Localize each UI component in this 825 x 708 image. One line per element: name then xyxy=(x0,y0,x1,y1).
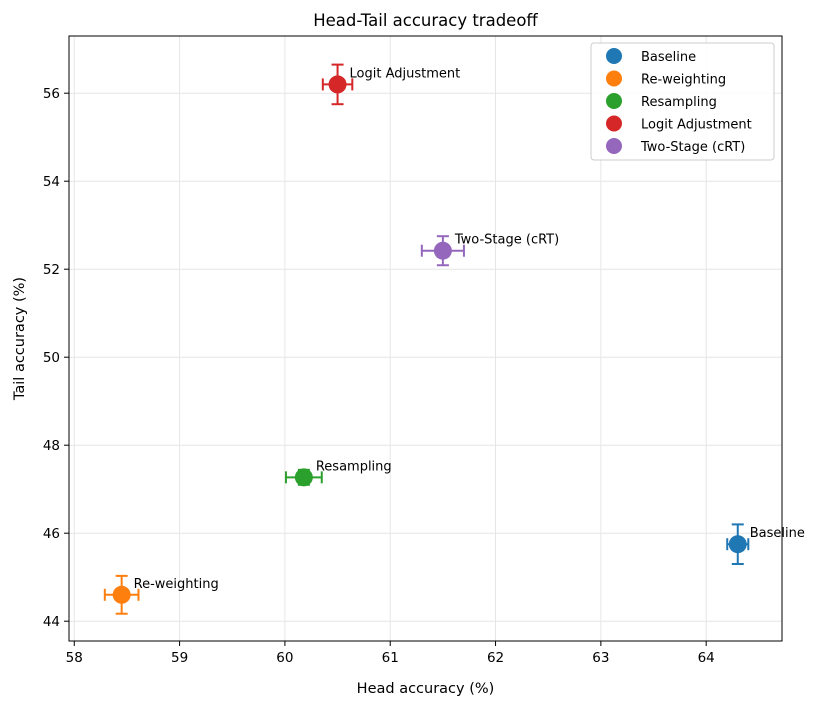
point-annotation: Two-Stage (cRT) xyxy=(454,233,559,248)
plot-frame xyxy=(68,35,783,642)
chart-title: Head-Tail accuracy tradeoff xyxy=(313,11,538,30)
x-tick-label: 58 xyxy=(66,650,83,666)
x-tick-label: 63 xyxy=(592,650,609,666)
legend-box xyxy=(590,42,775,161)
y-axis-label: Tail accuracy (%) xyxy=(12,277,28,401)
data-point xyxy=(328,75,347,94)
data-marks: Baseline Re-weighting Resampling Logit Adju… xyxy=(103,63,805,615)
legend-item: Logit Adjustment xyxy=(606,115,752,133)
y-tick-label: 48 xyxy=(43,438,60,454)
y-tick-label: 46 xyxy=(43,526,60,542)
legend-label: Re-weighting xyxy=(641,73,726,88)
data-point xyxy=(433,241,452,260)
point-annotation: Re-weighting xyxy=(134,577,219,592)
data-point xyxy=(728,535,747,554)
data-point-group: Re-weighting xyxy=(103,574,219,615)
data-point xyxy=(294,468,313,487)
legend-item: Two-Stage (cRT) xyxy=(606,138,745,155)
x-axis-label: Head accuracy (%) xyxy=(357,681,495,697)
legend-marker xyxy=(606,93,622,109)
x-tick-label: 64 xyxy=(698,650,715,666)
y-tick-label: 44 xyxy=(43,614,60,630)
legend-marker xyxy=(606,48,622,64)
legend-item: Baseline xyxy=(606,48,696,65)
data-point-group: Logit Adjustment xyxy=(321,63,461,106)
data-point-group: Baseline xyxy=(726,523,805,565)
legend-label: Logit Adjustment xyxy=(641,118,752,133)
legend-marker xyxy=(606,70,622,87)
x-tick-label: 60 xyxy=(276,650,293,666)
x-tick-label: 62 xyxy=(487,650,504,666)
legend-label: Resampling xyxy=(641,95,717,110)
legend-marker xyxy=(606,115,622,132)
data-point xyxy=(112,585,131,604)
legend-marker xyxy=(606,138,622,154)
y-tick-label: 54 xyxy=(43,174,60,190)
x-tick-label: 59 xyxy=(171,650,188,666)
legend-label: Two-Stage (cRT) xyxy=(640,140,745,155)
data-point-group: Two-Stage (cRT) xyxy=(420,233,559,267)
data-point-group: Resampling xyxy=(284,459,392,487)
legend-item: Re-weighting xyxy=(606,70,726,88)
axis-ticks: 58 59 60 61 62 63 64 44 46 48 50 52 54 56 xyxy=(43,86,715,666)
point-annotation: Logit Adjustment xyxy=(350,66,461,81)
y-tick-label: 56 xyxy=(43,86,60,102)
x-tick-label: 61 xyxy=(382,650,399,666)
legend: Baseline Re-weighting Resampling Logit Adju… xyxy=(590,42,775,161)
point-annotation: Baseline xyxy=(750,526,805,541)
point-annotation: Resampling xyxy=(316,459,392,474)
legend-item: Resampling xyxy=(606,93,717,110)
legend-label: Baseline xyxy=(641,50,696,65)
y-tick-label: 52 xyxy=(43,262,60,278)
y-tick-label: 50 xyxy=(43,350,60,366)
